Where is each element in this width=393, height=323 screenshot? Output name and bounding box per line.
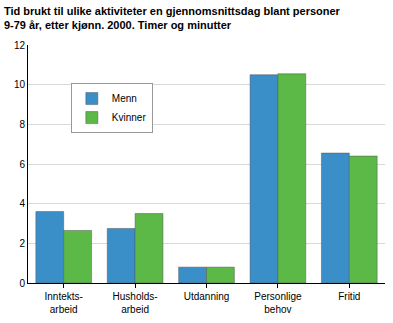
svg-text:6: 6: [19, 159, 25, 170]
svg-text:Kvinner: Kvinner: [112, 112, 147, 123]
svg-text:Tid brukt til ulike aktivitete: Tid brukt til ulike aktiviteter en gjenn…: [4, 5, 341, 31]
svg-text:Utdanning: Utdanning: [184, 291, 230, 302]
svg-text:Menn: Menn: [112, 93, 137, 104]
svg-text:Husholds-arbeid: Husholds-arbeid: [113, 291, 158, 315]
svg-text:Inntekts-arbeid: Inntekts-arbeid: [45, 291, 83, 315]
svg-text:Personligebehov: Personligebehov: [254, 291, 302, 315]
svg-text:Fritid: Fritid: [338, 291, 360, 302]
svg-text:0: 0: [19, 278, 25, 289]
svg-text:10: 10: [14, 79, 26, 90]
svg-text:8: 8: [19, 119, 25, 130]
svg-text:2: 2: [19, 238, 25, 249]
svg-text:12: 12: [14, 40, 26, 51]
svg-text:4: 4: [19, 198, 25, 209]
